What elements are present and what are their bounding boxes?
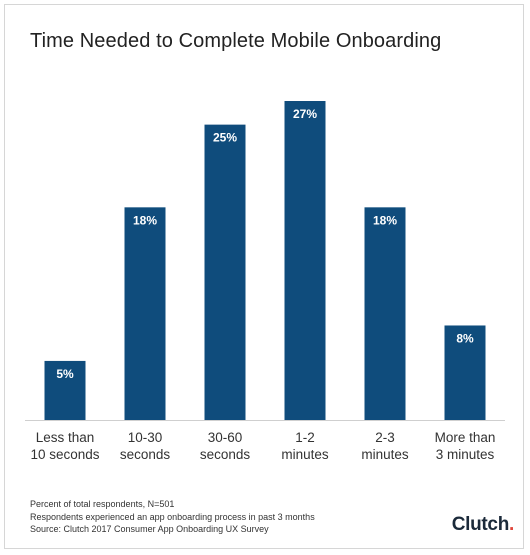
bar	[444, 325, 486, 420]
chart-frame	[4, 4, 524, 549]
clutch-logo: Clutch.	[451, 514, 515, 535]
footer-sample-note: Percent of total respondents, N=501	[30, 499, 175, 509]
bar	[44, 360, 86, 420]
bar-value-label: 5%	[56, 367, 74, 381]
x-tick-label: 10-30 seconds	[120, 430, 171, 462]
chart-footer: Percent of total respondents, N=501 Resp…	[30, 498, 315, 536]
bar-value-label: 18%	[133, 213, 157, 227]
footer-source-note: Source: Clutch 2017 Consumer App Onboard…	[30, 524, 269, 534]
x-tick-label: More than 3 minutes	[435, 430, 496, 462]
bar-value-label: 25%	[213, 131, 237, 145]
x-tick-label: 1-2 minutes	[281, 430, 329, 462]
footer-respondent-note: Respondents experienced an app onboardin…	[30, 511, 315, 522]
chart-title: Time Needed to Complete Mobile Onboardin…	[30, 30, 442, 52]
bar-value-label: 27%	[293, 107, 317, 121]
bar	[284, 101, 326, 420]
bar-value-label: 8%	[456, 331, 474, 345]
bar	[364, 207, 406, 420]
bar-value-label: 18%	[373, 213, 397, 227]
x-tick-label: 2-3 minutes	[361, 430, 409, 462]
bar	[204, 124, 246, 420]
bar	[124, 207, 166, 420]
x-tick-label: Less than 10 seconds	[30, 430, 99, 462]
x-tick-label: 30-60 seconds	[200, 430, 251, 462]
